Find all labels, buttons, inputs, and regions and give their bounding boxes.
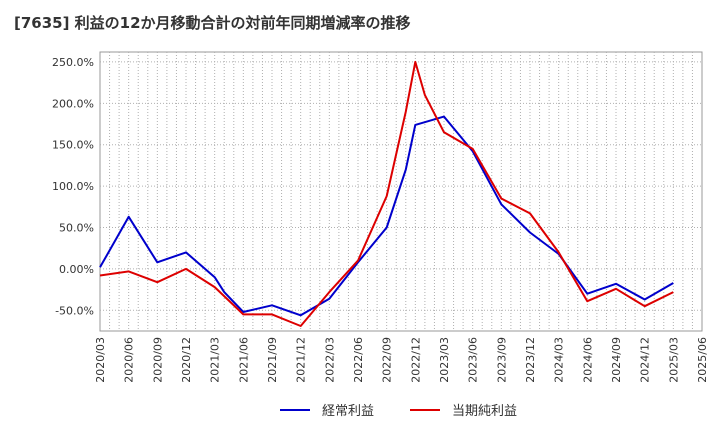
legend-swatch: [410, 408, 440, 411]
legend-item: 当期純利益: [410, 400, 517, 419]
chart-plot: 250.0% 200.0% 150.0% 100.0% 50.0% 0.00% -50.0%…: [52, 51, 709, 383]
x-tick-label: 2024/06: [581, 337, 594, 383]
x-tick-label: 2023/12: [524, 337, 537, 383]
y-tick-label: 250.0%: [52, 56, 94, 69]
y-tick-label: -50.0%: [55, 304, 94, 317]
x-tick-label: 2021/03: [209, 337, 222, 383]
x-tick-label: 2023/03: [438, 337, 451, 383]
x-tick-label: 2021/12: [295, 337, 308, 383]
x-tick-label: 2024/03: [553, 337, 566, 383]
x-tick-label: 2020/09: [151, 337, 164, 383]
x-tick-label: 2025/06: [696, 337, 709, 383]
legend-swatch: [280, 408, 310, 411]
legend-label: 経常利益: [322, 404, 375, 419]
x-tick-label: 2023/06: [467, 337, 480, 383]
x-tick-label: 2020/03: [94, 337, 107, 383]
chart-legend: 経常利益 当期純利益: [0, 400, 720, 430]
legend-label: 当期純利益: [452, 404, 518, 419]
x-tick-label: 2025/03: [667, 337, 680, 383]
series-line-2: [99, 60, 674, 327]
x-tick-label: 2022/06: [352, 337, 365, 383]
x-tick-label: 2024/12: [639, 337, 652, 383]
x-tick-label: 2023/09: [495, 337, 508, 383]
y-tick-label: 150.0%: [52, 139, 94, 152]
y-tick-label: 200.0%: [52, 97, 94, 110]
x-tick-label: 2020/12: [180, 337, 193, 383]
y-tick-label: 50.0%: [59, 222, 94, 235]
x-tick-label: 2022/03: [323, 337, 336, 383]
y-tick-label: 100.0%: [52, 180, 94, 193]
x-tick-label: 2020/06: [123, 337, 136, 383]
plot-area: [99, 51, 703, 332]
x-tick-label: 2021/09: [266, 337, 279, 383]
chart-title: [7635] 利益の12か月移動合計の対前年同期増減率の推移: [14, 14, 411, 32]
x-tick-label: 2022/12: [409, 337, 422, 383]
x-tick-label: 2024/09: [610, 337, 623, 383]
y-tick-label: 0.00%: [59, 263, 94, 276]
x-tick-label: 2021/06: [237, 337, 250, 383]
legend-item: 経常利益: [280, 400, 374, 419]
x-tick-label: 2022/09: [381, 337, 394, 383]
